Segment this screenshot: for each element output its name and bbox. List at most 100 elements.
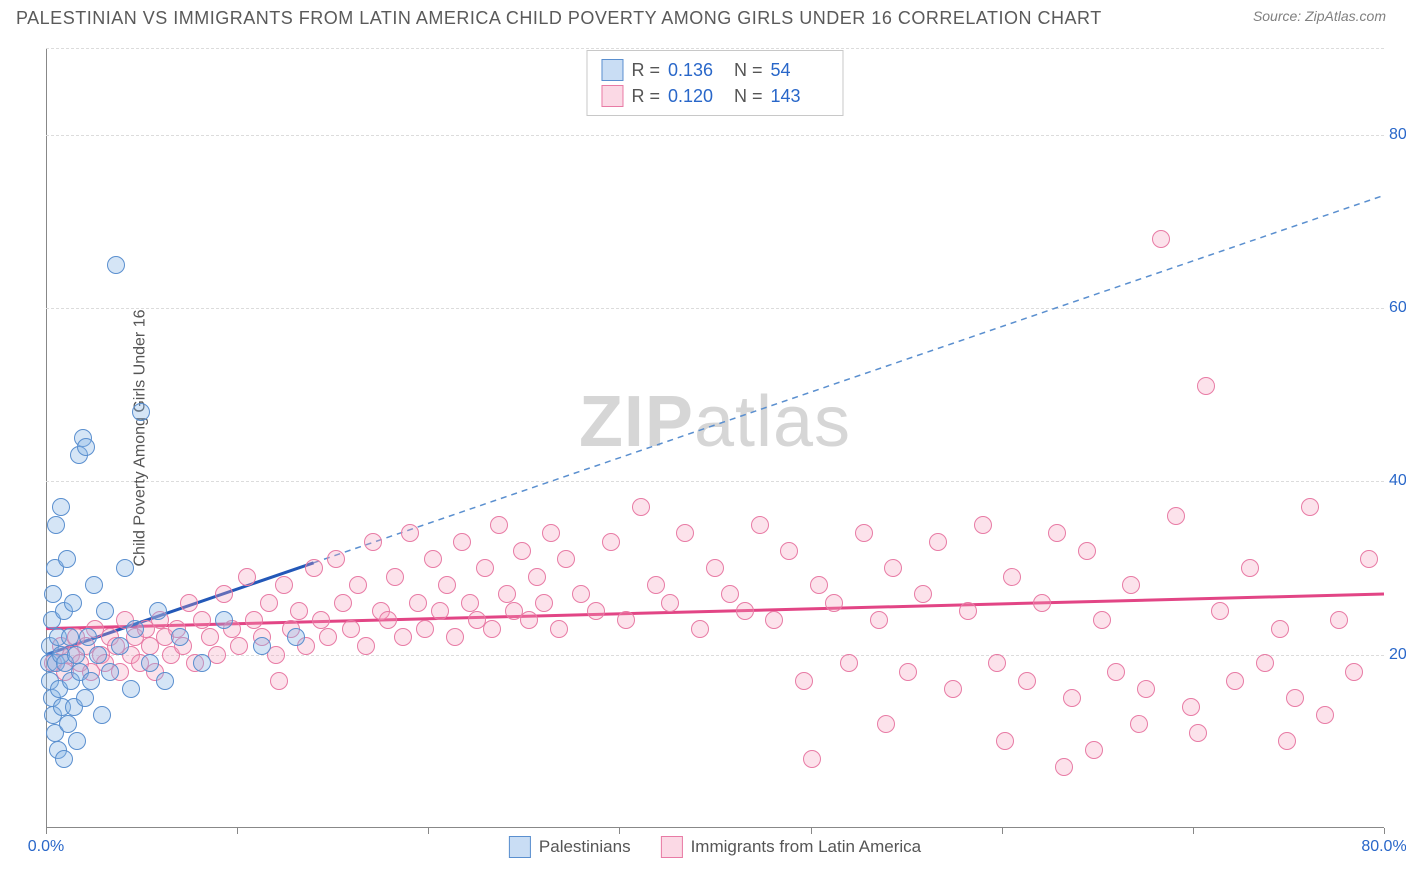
legend-correlation-box: R =0.136N =54R =0.120N =143 [586,50,843,116]
data-point-pink [513,542,531,560]
legend-swatch-pink [601,85,623,107]
data-point-pink [461,594,479,612]
data-point-pink [810,576,828,594]
data-point-pink [270,672,288,690]
data-point-pink [959,602,977,620]
x-tick [428,828,429,834]
data-point-pink [974,516,992,534]
data-point-blue [215,611,233,629]
data-point-pink [870,611,888,629]
data-point-pink [795,672,813,690]
data-point-pink [334,594,352,612]
y-tick-label: 20.0% [1389,646,1406,664]
data-point-pink [780,542,798,560]
x-tick [1193,828,1194,834]
data-point-blue [287,628,305,646]
data-point-pink [305,559,323,577]
data-point-pink [245,611,263,629]
data-point-blue [58,550,76,568]
data-point-pink [661,594,679,612]
legend-label: Immigrants from Latin America [691,837,922,857]
data-point-blue [67,646,85,664]
data-point-pink [1345,663,1363,681]
data-point-pink [550,620,568,638]
data-point-blue [122,680,140,698]
data-point-pink [988,654,1006,672]
data-point-pink [1018,672,1036,690]
data-point-pink [996,732,1014,750]
source-attribution: Source: ZipAtlas.com [1253,8,1386,24]
data-point-pink [647,576,665,594]
x-tick [1002,828,1003,834]
data-point-blue [44,585,62,603]
data-point-pink [364,533,382,551]
data-point-pink [453,533,471,551]
data-point-pink [751,516,769,534]
data-point-pink [1167,507,1185,525]
x-tick-label: 0.0% [28,838,64,856]
data-point-pink [260,594,278,612]
chart-plot-area: Child Poverty Among Girls Under 16 ZIPat… [46,48,1384,828]
data-point-blue [116,559,134,577]
data-point-blue [79,628,97,646]
data-point-pink [319,628,337,646]
data-point-pink [357,637,375,655]
legend-swatch-pink [661,836,683,858]
data-point-pink [379,611,397,629]
data-point-pink [557,550,575,568]
data-point-pink [1137,680,1155,698]
data-point-pink [929,533,947,551]
data-point-blue [101,663,119,681]
data-point-pink [1197,377,1215,395]
data-point-pink [349,576,367,594]
data-point-pink [1226,672,1244,690]
data-point-pink [1189,724,1207,742]
data-point-pink [855,524,873,542]
data-point-blue [68,732,86,750]
x-tick [46,828,47,834]
data-point-blue [171,628,189,646]
legend-swatch-blue [601,59,623,81]
data-point-pink [884,559,902,577]
legend-r-label: R = [631,86,660,107]
x-tick-label: 80.0% [1361,838,1406,856]
data-point-pink [409,594,427,612]
x-tick [237,828,238,834]
data-point-blue [52,498,70,516]
data-point-pink [572,585,590,603]
data-point-pink [394,628,412,646]
data-point-pink [632,498,650,516]
legend-n-label: N = [734,60,763,81]
data-point-pink [587,602,605,620]
data-point-pink [706,559,724,577]
data-point-pink [1003,568,1021,586]
data-point-pink [215,585,233,603]
data-point-blue [141,654,159,672]
data-point-pink [416,620,434,638]
chart-title: PALESTINIAN VS IMMIGRANTS FROM LATIN AME… [16,8,1102,29]
data-point-pink [342,620,360,638]
legend-series: Palestinians Immigrants from Latin Americ… [509,836,921,858]
data-point-pink [431,602,449,620]
legend-item-pink: Immigrants from Latin America [661,836,922,858]
data-point-blue [85,576,103,594]
data-point-pink [617,611,635,629]
data-point-blue [77,438,95,456]
legend-row-pink: R =0.120N =143 [601,83,828,109]
data-point-pink [1130,715,1148,733]
legend-label: Palestinians [539,837,631,857]
data-point-pink [1122,576,1140,594]
data-point-blue [156,672,174,690]
legend-r-label: R = [631,60,660,81]
data-point-pink [535,594,553,612]
data-point-pink [877,715,895,733]
x-tick [619,828,620,834]
data-point-blue [253,637,271,655]
data-point-pink [446,628,464,646]
data-point-pink [1211,602,1229,620]
data-point-pink [1055,758,1073,776]
legend-n-label: N = [734,86,763,107]
data-point-pink [438,576,456,594]
data-point-pink [691,620,709,638]
data-point-blue [61,628,79,646]
